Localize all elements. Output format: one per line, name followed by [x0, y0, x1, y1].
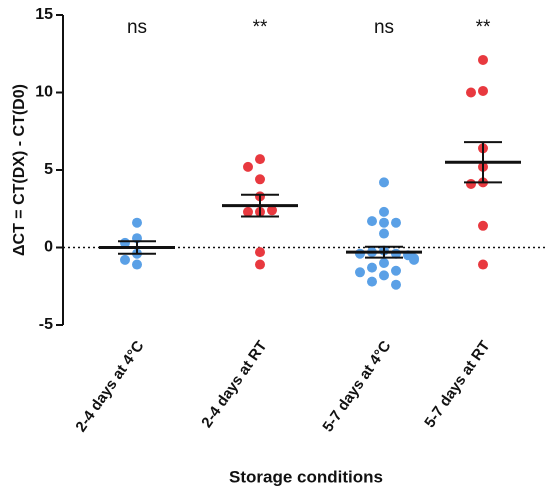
data-point [391, 217, 401, 228]
data-point [132, 217, 142, 228]
x-tick-label: 5-7 days at RT [421, 338, 493, 431]
x-tick-label: 2-4 days at 4°C [72, 338, 147, 435]
significance: ns [127, 17, 147, 38]
data-point [120, 254, 130, 265]
data-point [355, 248, 365, 259]
data-point [379, 217, 389, 228]
y-tick-label: -5 [39, 316, 53, 333]
data-point [466, 178, 476, 189]
data-point [409, 254, 419, 265]
data-point [478, 220, 488, 231]
x-axis-title: Storage conditions [229, 467, 383, 486]
data-point [267, 205, 277, 216]
y-axis-title: ΔCT = CT(DX) - CT(D0) [11, 84, 28, 256]
data-point [379, 228, 389, 239]
data-point [243, 161, 253, 172]
data-point [379, 206, 389, 217]
significance: ** [253, 17, 268, 38]
data-point [255, 154, 265, 165]
data-point [466, 87, 476, 98]
data-point [255, 247, 265, 258]
data-point [391, 265, 401, 276]
data-point [355, 267, 365, 278]
data-point [391, 279, 401, 290]
significance: ** [476, 17, 491, 38]
data-point [255, 174, 265, 185]
data-point [132, 259, 142, 270]
data-point [379, 270, 389, 281]
y-tick-label: 15 [35, 6, 53, 23]
y-tick-label: 5 [44, 161, 53, 178]
data-point [478, 54, 488, 65]
data-point [243, 206, 253, 217]
data-point [367, 262, 377, 273]
y-tick-label: 10 [35, 84, 53, 101]
data-point [478, 259, 488, 270]
data-point [367, 216, 377, 227]
data-point [478, 85, 488, 96]
data-point [255, 259, 265, 270]
x-tick-label: 2-4 days at RT [198, 338, 270, 431]
data-point [367, 276, 377, 287]
data-point [379, 258, 389, 268]
x-tick-label: 5-7 days at 4°C [319, 338, 394, 435]
data-point [379, 177, 389, 188]
y-tick-label: 0 [44, 239, 53, 256]
significance: ns [374, 17, 394, 38]
